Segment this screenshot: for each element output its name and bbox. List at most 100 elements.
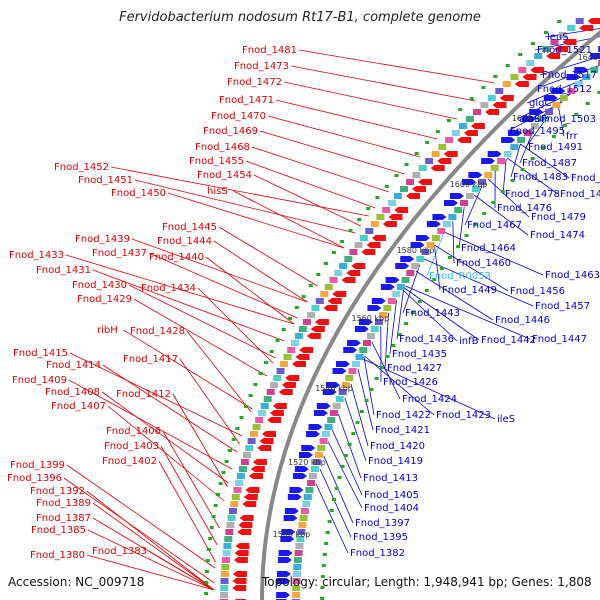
right-gene-label: Fnod_1413 — [363, 473, 418, 484]
gene-block — [349, 249, 358, 255]
scale-label: 1560 kbp — [352, 314, 390, 323]
gene-block — [233, 487, 242, 493]
right-gene-label: Fnod_1423 — [436, 410, 491, 421]
gene-block — [294, 550, 303, 556]
right-leader-line — [363, 356, 375, 416]
gene-block — [355, 354, 364, 360]
forward-gene — [308, 424, 323, 430]
gene-block — [451, 130, 460, 136]
gene-block — [352, 361, 360, 367]
track-tick — [321, 564, 326, 567]
gene-block — [298, 522, 307, 528]
reverse-gene — [430, 165, 445, 171]
track-tick — [391, 344, 396, 347]
gene-block — [354, 242, 363, 248]
right-leader-line — [344, 397, 367, 462]
track-tick — [322, 553, 327, 556]
gene-block — [297, 529, 306, 535]
track-tick — [213, 504, 218, 507]
gene-block — [222, 550, 231, 556]
left-gene-label: Fnod_1417 — [123, 354, 178, 365]
gene-block — [370, 326, 379, 332]
forward-gene — [551, 88, 566, 94]
reverse-gene — [443, 151, 458, 157]
track-tick — [424, 289, 429, 292]
forward-gene — [316, 403, 331, 409]
gene-block — [559, 95, 568, 101]
left-leader-line — [245, 160, 376, 209]
right-gene-label: Fnod_1476 — [497, 203, 552, 214]
track-tick — [343, 454, 348, 457]
forward-gene — [276, 592, 291, 598]
right-leader-line — [350, 383, 369, 447]
track-tick — [264, 361, 268, 364]
right-leader-line — [502, 158, 507, 195]
track-tick — [320, 597, 325, 600]
gene-block — [487, 95, 496, 101]
gene-block — [324, 424, 333, 430]
left-gene-label: Fnod_1396 — [7, 473, 62, 484]
track-tick — [464, 234, 469, 237]
right-gene-label: Fnod_1503 — [541, 114, 596, 125]
track-tick — [337, 476, 342, 479]
reverse-gene — [351, 263, 366, 269]
forward-gene — [277, 557, 292, 563]
left-gene-label: Fnod_1472 — [227, 77, 282, 88]
gene-block — [376, 214, 385, 220]
left-leader-line — [107, 405, 225, 502]
gene-block — [582, 74, 591, 80]
track-tick — [348, 229, 353, 232]
track-tick — [224, 460, 229, 463]
gene-block — [228, 508, 237, 514]
right-gene-label: Fnod_1424 — [402, 394, 457, 405]
reverse-gene — [238, 522, 253, 528]
track-tick — [404, 322, 409, 325]
gene-block — [329, 410, 338, 416]
forward-gene — [367, 305, 382, 311]
gene-block — [348, 368, 357, 374]
track-tick — [384, 185, 389, 188]
scale-label: 1520 kbp — [288, 458, 326, 467]
left-gene-label: Fnod_1451 — [78, 175, 133, 186]
right-gene-label: Fnod_1463 — [545, 270, 600, 281]
gene-block — [338, 389, 347, 395]
right-leader-line — [327, 441, 363, 509]
right-gene-label: ileS — [497, 414, 515, 425]
gene-block — [550, 39, 559, 45]
forward-gene — [325, 382, 340, 388]
gene-block — [416, 256, 425, 262]
left-gene-label: Fnod_1440 — [149, 252, 204, 263]
right-gene-label: Fnod_1460 — [456, 258, 511, 269]
reverse-gene — [306, 333, 321, 339]
forward-gene — [305, 431, 320, 437]
reverse-gene — [233, 557, 248, 563]
forward-gene — [395, 263, 410, 269]
track-tick — [447, 256, 452, 259]
track-tick — [316, 273, 321, 276]
right-leader-line — [557, 105, 565, 137]
left-gene-label: Fnod_1392 — [30, 486, 85, 497]
track-tick — [366, 207, 371, 210]
forward-gene — [449, 193, 464, 199]
gene-block — [298, 326, 307, 332]
track-tick — [469, 97, 474, 100]
right-gene-label: glgC — [529, 98, 551, 109]
reverse-gene — [411, 186, 426, 192]
gene-block — [363, 340, 371, 346]
track-tick — [493, 75, 498, 78]
forward-gene — [426, 221, 441, 227]
left-gene-label: Fnod_1455 — [189, 156, 244, 167]
reverse-gene — [285, 375, 300, 381]
left-leader-line — [86, 554, 215, 591]
right-gene-label: Fnod_1517 — [542, 70, 597, 81]
track-tick — [301, 295, 306, 298]
gene-block — [329, 277, 338, 283]
right-leader-line — [315, 483, 349, 554]
reverse-gene — [269, 410, 284, 416]
gene-block — [478, 179, 487, 185]
left-gene-label: Fnod_1471 — [219, 95, 274, 106]
left-gene-label: Fnod_1481 — [242, 45, 297, 56]
left-gene-label: Fnod_1412 — [116, 389, 171, 400]
left-gene-label: Fnod_1433 — [9, 250, 64, 261]
gene-block — [260, 403, 269, 409]
